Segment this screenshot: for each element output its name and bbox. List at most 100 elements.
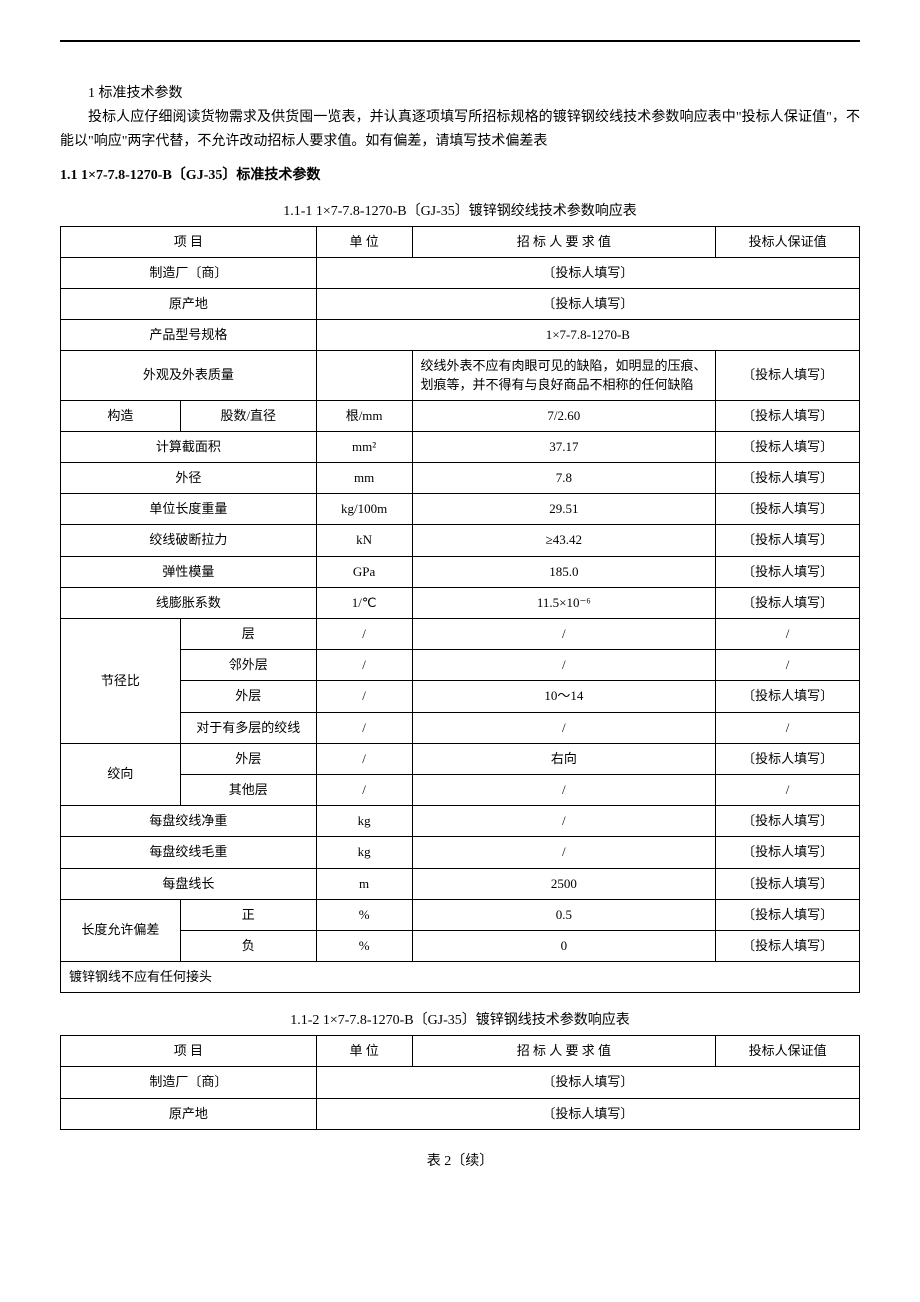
cell-bid: 〔投标人填写〕 [716,400,860,431]
header-bidder: 投标人保证值 [716,1036,860,1067]
cell-bid: 〔投标人填写〕 [716,431,860,462]
cell-bid: 〔投标人填写〕 [716,743,860,774]
cell-req: / [412,774,716,805]
cell-req: / [412,619,716,650]
cell-item-r: 股数/直径 [180,400,316,431]
table-row: 制造厂〔商〕 〔投标人填写〕 [61,1067,860,1098]
section-heading: 1.1 1×7-7.8-1270-B〔GJ-35〕标准技术参数 [60,164,860,184]
table-row: 外径 mm 7.8 〔投标人填写〕 [61,463,860,494]
header-item: 项 目 [61,1036,317,1067]
cell-bid: 〔投标人填写〕 [716,899,860,930]
table-row: 弹性模量 GPa 185.0 〔投标人填写〕 [61,556,860,587]
cell-merged: 〔投标人填写〕 [316,288,859,319]
cell-item-l: 长度允许偏差 [61,899,181,961]
cell-bid: 〔投标人填写〕 [716,806,860,837]
cell-merged: 〔投标人填写〕 [316,1067,859,1098]
header-required: 招 标 人 要 求 值 [412,226,716,257]
cell-bid: 〔投标人填写〕 [716,930,860,961]
cell-bid: / [716,619,860,650]
cell-bid: 〔投标人填写〕 [716,525,860,556]
header-item: 项 目 [61,226,317,257]
cell-unit [316,351,412,400]
cell-item: 每盘绞线毛重 [61,837,317,868]
table-row: 线膨胀系数 1/℃ 11.5×10⁻⁶ 〔投标人填写〕 [61,587,860,618]
cell-item-r: 其他层 [180,774,316,805]
cell-req: 右向 [412,743,716,774]
table-row: 负 % 0 〔投标人填写〕 [61,930,860,961]
cell-bid: 〔投标人填写〕 [716,463,860,494]
cell-item: 制造厂〔商〕 [61,1067,317,1098]
cell-unit: GPa [316,556,412,587]
cell-bid: 〔投标人填写〕 [716,494,860,525]
table-header-row: 项 目 单 位 招 标 人 要 求 值 投标人保证值 [61,1036,860,1067]
cell-bid: / [716,650,860,681]
cell-item: 计算截面积 [61,431,317,462]
table-row: 其他层 / / / [61,774,860,805]
table-row: 对于有多层的绞线 / / / [61,712,860,743]
cell-unit: / [316,650,412,681]
note-cell: 镀锌钢线不应有任何接头 [61,962,860,993]
header-bidder: 投标人保证值 [716,226,860,257]
table-row: 长度允许偏差 正 % 0.5 〔投标人填写〕 [61,899,860,930]
table-row: 构造 股数/直径 根/mm 7/2.60 〔投标人填写〕 [61,400,860,431]
cell-item-r: 正 [180,899,316,930]
table-row: 节径比 层 / / / [61,619,860,650]
cell-item-r: 外层 [180,681,316,712]
cell-req: 绞线外表不应有肉眼可见的缺陷，如明显的压痕、划痕等，并不得有与良好商品不相称的任… [412,351,716,400]
table-row: 产品型号规格 1×7-7.8-1270-B [61,320,860,351]
cell-item: 单位长度重量 [61,494,317,525]
cell-bid: / [716,712,860,743]
cell-item: 绞线破断拉力 [61,525,317,556]
cell-item: 外观及外表质量 [61,351,317,400]
cell-unit: / [316,681,412,712]
cell-item-l: 节径比 [61,619,181,744]
cell-unit: kg [316,806,412,837]
table-row: 计算截面积 mm² 37.17 〔投标人填写〕 [61,431,860,462]
cell-unit: / [316,712,412,743]
table-row: 邻外层 / / / [61,650,860,681]
header-unit: 单 位 [316,1036,412,1067]
cell-req: / [412,837,716,868]
cell-unit: kN [316,525,412,556]
table-row: 外层 / 10～14 〔投标人填写〕 [61,681,860,712]
cell-req: 2500 [412,868,716,899]
table-header-row: 项 目 单 位 招 标 人 要 求 值 投标人保证值 [61,226,860,257]
cell-req: 0 [412,930,716,961]
cell-req: / [412,806,716,837]
cell-bid: / [716,774,860,805]
cell-unit: % [316,930,412,961]
table1: 项 目 单 位 招 标 人 要 求 值 投标人保证值 制造厂〔商〕 〔投标人填写… [60,226,860,994]
cell-item-l: 构造 [61,400,181,431]
cell-req: / [412,712,716,743]
cell-req: 185.0 [412,556,716,587]
cell-merged: 〔投标人填写〕 [316,257,859,288]
cell-bid: 〔投标人填写〕 [716,587,860,618]
cell-item: 原产地 [61,288,317,319]
cell-bid: 〔投标人填写〕 [716,351,860,400]
intro-section: 1 标准技术参数 投标人应仔细阅读货物需求及供货囤一览表，并认真逐项填写所招标规… [60,82,860,154]
table-row: 每盘绞线净重 kg / 〔投标人填写〕 [61,806,860,837]
cell-unit: kg/100m [316,494,412,525]
cell-merged: 〔投标人填写〕 [316,1098,859,1129]
footer-text: 表 2〔续〕 [60,1150,860,1170]
intro-body: 投标人应仔细阅读货物需求及供货囤一览表，并认真逐项填写所招标规格的镀锌钢绞线技术… [60,106,860,154]
cell-req: 10～14 [412,681,716,712]
cell-item: 线膨胀系数 [61,587,317,618]
table-row: 绞向 外层 / 右向 〔投标人填写〕 [61,743,860,774]
intro-title: 1 标准技术参数 [60,82,860,102]
cell-unit: m [316,868,412,899]
cell-item: 每盘线长 [61,868,317,899]
table2-caption: 1.1-2 1×7-7.8-1270-B〔GJ-35〕镀锌钢线技术参数响应表 [60,1009,860,1029]
cell-bid: 〔投标人填写〕 [716,681,860,712]
cell-unit: / [316,774,412,805]
cell-item-r: 邻外层 [180,650,316,681]
table-row: 单位长度重量 kg/100m 29.51 〔投标人填写〕 [61,494,860,525]
cell-req: / [412,650,716,681]
cell-req: 0.5 [412,899,716,930]
cell-unit: mm² [316,431,412,462]
cell-unit: kg [316,837,412,868]
cell-merged: 1×7-7.8-1270-B [316,320,859,351]
table-row: 外观及外表质量 绞线外表不应有肉眼可见的缺陷，如明显的压痕、划痕等，并不得有与良… [61,351,860,400]
cell-req: 7/2.60 [412,400,716,431]
cell-bid: 〔投标人填写〕 [716,868,860,899]
